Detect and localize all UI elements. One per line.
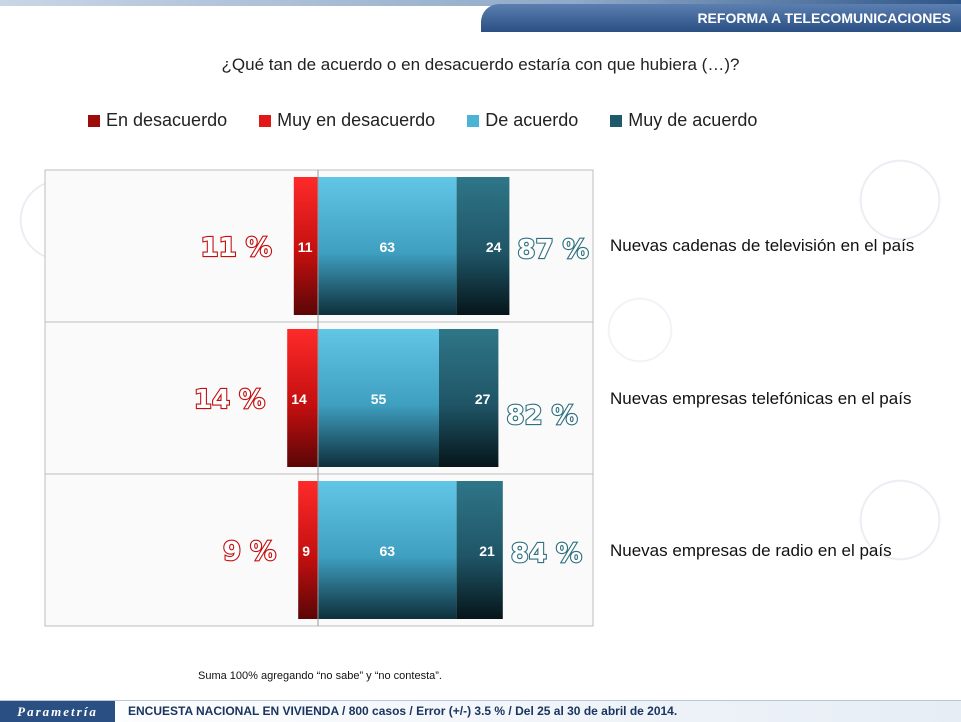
header-title: REFORMA A TELECOMUNICACIONES [481, 4, 961, 32]
bar-value-label: 24 [486, 239, 502, 255]
bar-value-label: 11 [298, 239, 313, 255]
bar-de-acuerdo [318, 329, 439, 467]
bar-de-acuerdo [318, 177, 457, 315]
total-disagree-label: 9 % [223, 537, 276, 567]
bar-value-label: 63 [380, 543, 396, 559]
chart-legend: En desacuerdo Muy en desacuerdo De acuer… [88, 110, 757, 131]
bar-value-label: 55 [371, 391, 387, 407]
total-agree-label: 84 % [511, 539, 582, 569]
legend-item-muy-de-acuerdo: Muy de acuerdo [610, 110, 757, 131]
diverging-bar-chart: 63 24 11 11 % 87 % 55 27 14 14 % 82 % 63 21 9 9 % 84 % [44, 169, 594, 627]
question-title: ¿Qué tan de acuerdo o en desacuerdo esta… [221, 55, 740, 74]
parametria-logo: Parametría [0, 701, 115, 722]
legend-item-en-desacuerdo: En desacuerdo [88, 110, 227, 131]
legend-item-muy-en-desacuerdo: Muy en desacuerdo [259, 110, 435, 131]
legend-label: Muy en desacuerdo [277, 110, 436, 130]
legend-swatch [467, 114, 480, 127]
bar-value-label: 63 [380, 239, 396, 255]
footer-bar: Parametría ENCUESTA NACIONAL EN VIVIENDA… [0, 700, 961, 722]
legend-label: Muy de acuerdo [628, 110, 758, 130]
category-label: Nuevas empresas telefónicas en el país [610, 389, 912, 408]
bar-en-desacuerdo [298, 481, 318, 619]
bar-value-label: 21 [479, 543, 495, 559]
total-agree-label: 82 % [506, 401, 577, 431]
total-agree-label: 87 % [517, 235, 588, 265]
legend-swatch [610, 114, 623, 127]
total-disagree-label: 11 % [201, 233, 272, 263]
bar-de-acuerdo [318, 481, 457, 619]
total-disagree-label: 14 % [194, 385, 265, 415]
category-label: Nuevas empresas de radio en el país [610, 541, 892, 560]
legend-label: En desacuerdo [106, 110, 228, 130]
bar-muy-de-acuerdo [456, 481, 503, 619]
footer-survey-info: ENCUESTA NACIONAL EN VIVIENDA / 800 caso… [128, 704, 678, 718]
category-label: Nuevas cadenas de televisión en el país [610, 236, 915, 255]
legend-label: De acuerdo [485, 110, 579, 130]
footnote: Suma 100% agregando “no sabe” y “no cont… [198, 670, 442, 682]
bar-muy-de-acuerdo [456, 177, 510, 315]
bar-value-label: 14 [291, 391, 307, 407]
bar-muy-de-acuerdo [439, 329, 499, 467]
bar-value-label: 27 [475, 391, 491, 407]
bar-value-label: 9 [302, 543, 310, 559]
legend-item-de-acuerdo: De acuerdo [467, 110, 578, 131]
legend-swatch [88, 114, 100, 127]
bar-en-desacuerdo [293, 177, 318, 315]
legend-swatch [259, 114, 272, 127]
top-band [0, 0, 961, 6]
bar-en-desacuerdo [287, 329, 318, 467]
